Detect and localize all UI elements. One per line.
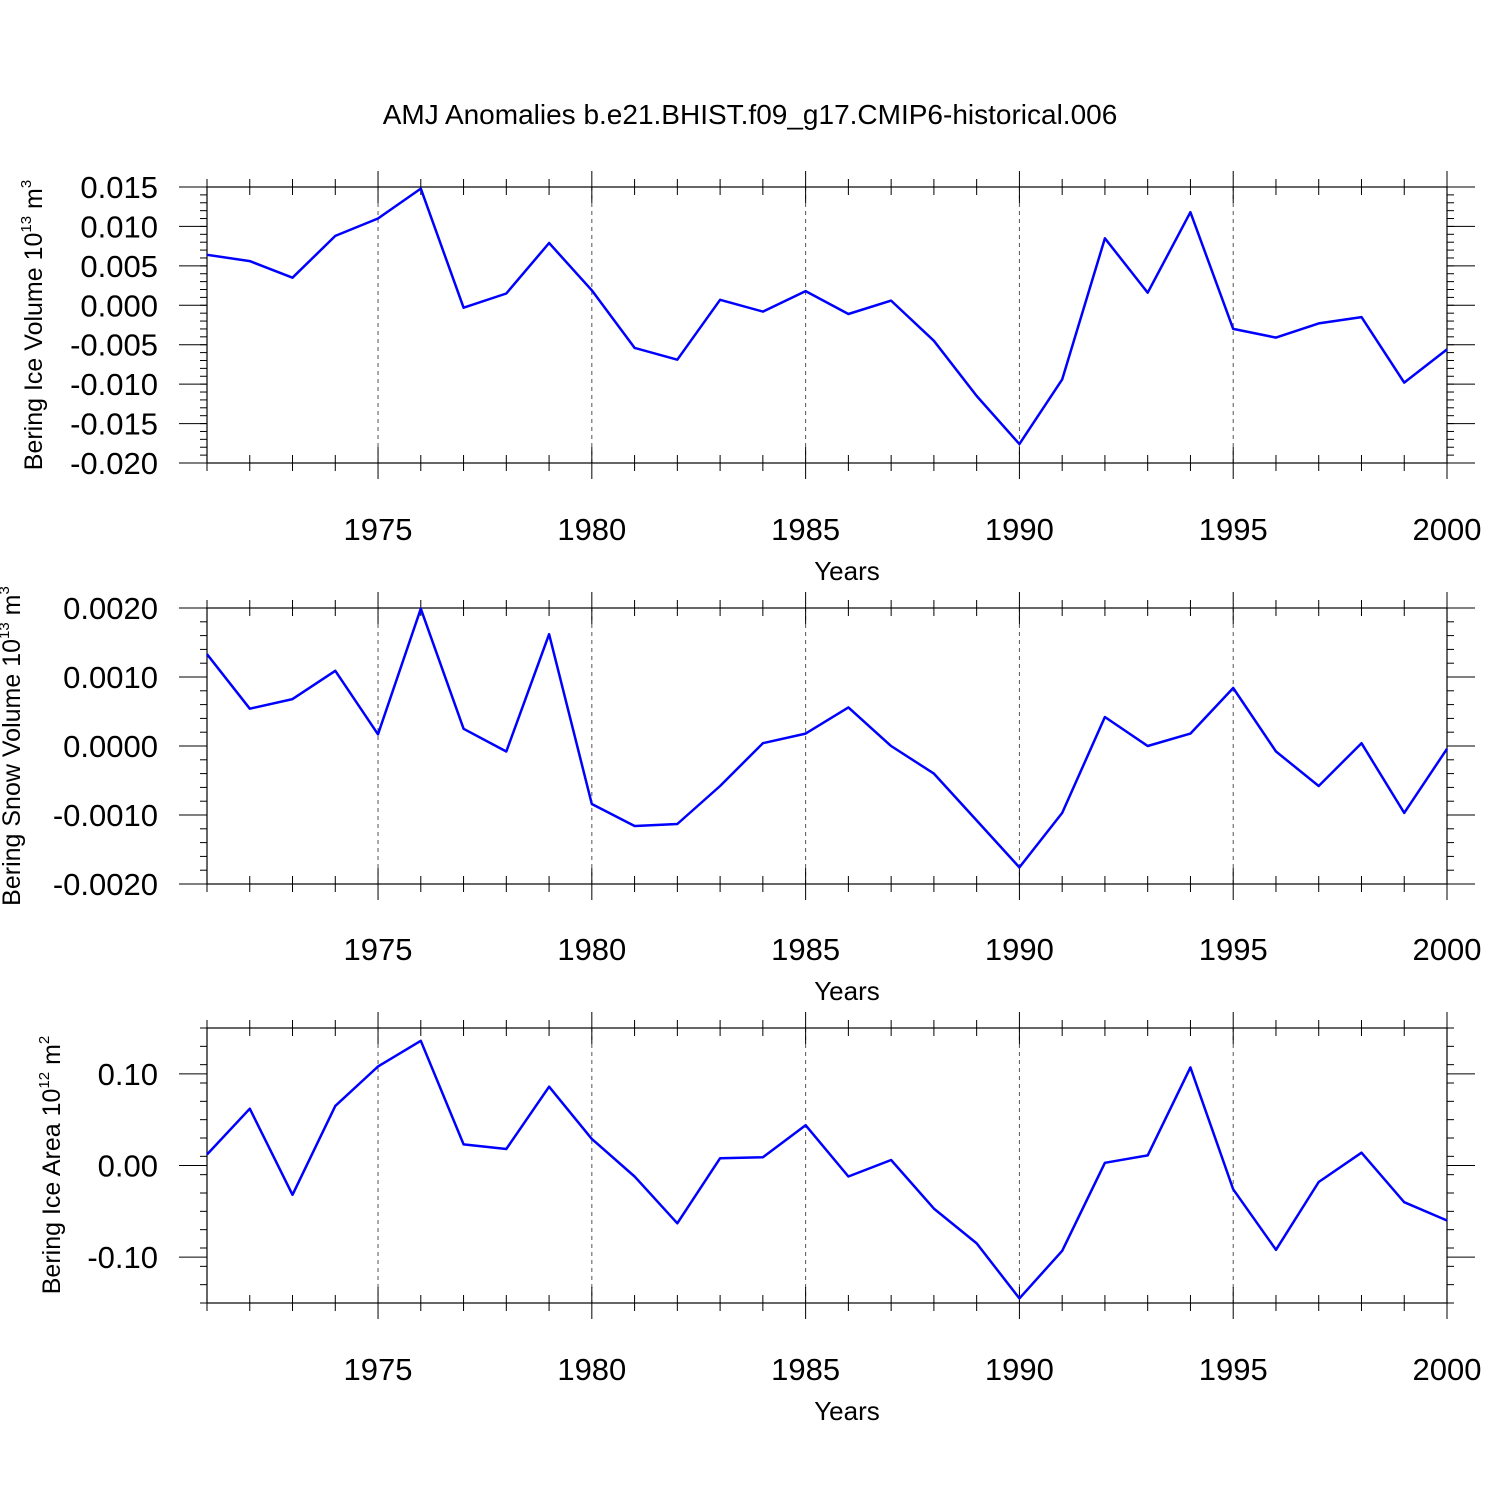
y-axis-label: Bering Ice Area 1012 m2 xyxy=(36,1036,66,1295)
y-axis-label-unit: m xyxy=(38,1044,66,1072)
x-tick-label: 1985 xyxy=(771,1352,840,1387)
x-tick-label: 2000 xyxy=(1413,512,1482,547)
y-tick-label: 0.0000 xyxy=(63,729,158,764)
x-tick-label: 1975 xyxy=(344,512,413,547)
y-axis-label-unit-exp: 2 xyxy=(36,1036,53,1044)
x-tick-label: 1975 xyxy=(344,1352,413,1387)
x-tick-label: 1995 xyxy=(1199,932,1268,967)
y-tick-label: 0.0020 xyxy=(63,591,158,626)
y-axis-label-unit: m xyxy=(20,188,48,216)
y-axis-label: Bering Snow Volume 1013 m3 xyxy=(0,586,26,906)
y-tick-label: 0.0010 xyxy=(63,660,158,695)
y-tick-label: -0.010 xyxy=(70,367,158,402)
x-axis-label: Years xyxy=(814,1396,880,1426)
series-line xyxy=(206,607,1449,869)
y-axis-label-unit-exp: 3 xyxy=(0,586,13,594)
plot-frame xyxy=(206,1027,1448,1304)
y-tick-label: 0.005 xyxy=(80,249,158,284)
y-axis-label: Bering Ice Volume 1013 m3 xyxy=(18,180,48,470)
x-tick-label: 2000 xyxy=(1413,932,1482,967)
x-tick-label: 1980 xyxy=(557,512,626,547)
y-axis-label-main: Bering Ice Area 10 xyxy=(38,1089,66,1295)
figure-title: AMJ Anomalies b.e21.BHIST.f09_g17.CMIP6-… xyxy=(383,99,1118,130)
y-tick-label: 0.000 xyxy=(80,288,158,323)
y-tick-label: -0.0010 xyxy=(53,798,158,833)
x-tick-label: 1985 xyxy=(771,932,840,967)
y-tick-label: -0.005 xyxy=(70,328,158,363)
x-tick-label: 2000 xyxy=(1413,1352,1482,1387)
x-tick-label: 1990 xyxy=(985,512,1054,547)
y-tick-label: -0.015 xyxy=(70,407,158,442)
y-axis-label-main: Bering Ice Volume 10 xyxy=(20,233,48,471)
x-axis-label: Years xyxy=(814,556,880,586)
series-line xyxy=(206,187,1448,446)
x-tick-label: 1990 xyxy=(985,1352,1054,1387)
x-tick-label: 1985 xyxy=(771,512,840,547)
y-tick-label: 0.010 xyxy=(80,209,158,244)
x-tick-label: 1995 xyxy=(1199,1352,1268,1387)
y-tick-label: -0.0020 xyxy=(53,867,158,902)
y-axis-label-exp: 12 xyxy=(36,1072,53,1089)
panels: -0.020 -0.015 -0.010 -0.005 0.000 0.005 0.010 0… xyxy=(0,170,1481,1426)
y-axis-label-unit: m xyxy=(0,595,26,623)
plot-frame xyxy=(206,186,1448,464)
y-tick-label: -0.10 xyxy=(87,1240,158,1275)
x-tick-label: 1990 xyxy=(985,932,1054,967)
panel-2: -0.0020 -0.0010 0.0000 0.0010 0.0020 1975 1980… xyxy=(0,586,1481,1006)
y-axis-label-exp: 13 xyxy=(0,622,13,639)
x-tick-label: 1975 xyxy=(344,932,413,967)
panel-3: -0.10 0.00 0.10 1975 1980 1985 1990 1995 2000 Yea… xyxy=(36,1012,1481,1426)
series-line xyxy=(206,1039,1448,1300)
x-axis-label: Years xyxy=(814,976,880,1006)
y-axis-label-exp: 13 xyxy=(18,216,35,233)
y-tick-label: 0.015 xyxy=(80,170,158,205)
y-tick-label: -0.020 xyxy=(70,446,158,481)
panel-1: -0.020 -0.015 -0.010 -0.005 0.000 0.005 0.010 0… xyxy=(18,170,1481,586)
y-axis-label-main: Bering Snow Volume 10 xyxy=(0,639,26,906)
y-axis-label-unit-exp: 3 xyxy=(18,180,35,188)
x-tick-label: 1980 xyxy=(557,932,626,967)
plot-frame xyxy=(206,607,1448,885)
x-tick-label: 1995 xyxy=(1199,512,1268,547)
y-tick-label: 0.00 xyxy=(98,1149,158,1184)
y-tick-label: 0.10 xyxy=(98,1057,158,1092)
x-tick-label: 1980 xyxy=(557,1352,626,1387)
